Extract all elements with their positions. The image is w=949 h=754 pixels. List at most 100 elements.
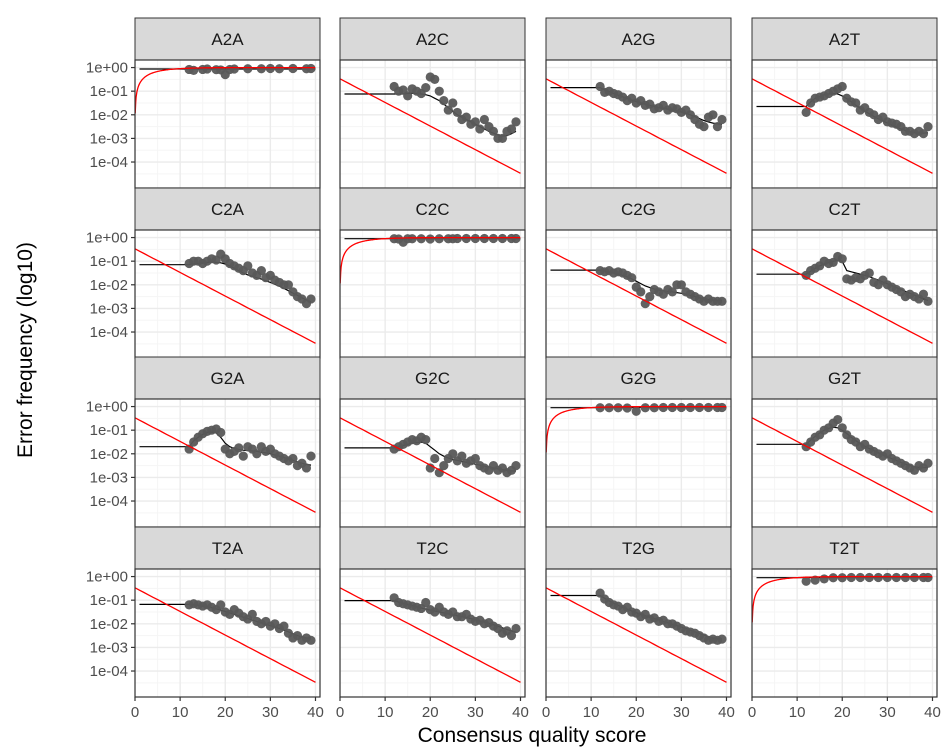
x-tick-label: 40 <box>924 704 941 721</box>
data-point <box>403 91 413 101</box>
data-point <box>247 609 257 619</box>
gridlines <box>546 569 731 697</box>
plot-background <box>752 60 937 188</box>
plot-layers <box>135 248 316 344</box>
facet-panel-a2g: A2G <box>545 17 732 189</box>
y-tick-label: 1e-01 <box>90 253 128 270</box>
data-point <box>622 403 632 413</box>
facet-strip-label: T2C <box>416 539 448 558</box>
y-tick-label: 1e-01 <box>90 592 128 609</box>
nominal-q-line <box>340 78 521 174</box>
data-point <box>448 449 458 459</box>
x-tick-label: 30 <box>467 704 484 721</box>
data-point <box>421 435 431 445</box>
x-tick-label: 0 <box>336 704 344 721</box>
y-tick-label: 1e-01 <box>90 422 128 439</box>
plot-layers <box>752 414 933 513</box>
x-tick-label: 10 <box>377 704 394 721</box>
data-point <box>882 572 892 583</box>
data-point <box>694 402 705 413</box>
nominal-q-line <box>752 575 933 623</box>
facet-panels: A2A A2C A2G A2T C2A C2C C2G C2T G2A G2C G2G G2T T2A T… <box>134 17 938 698</box>
observed-points <box>184 249 316 309</box>
data-point <box>837 423 847 433</box>
plot-layers <box>546 78 727 174</box>
data-point <box>234 443 244 453</box>
panel-border <box>545 568 732 698</box>
data-point <box>837 81 847 92</box>
data-point <box>252 449 262 459</box>
data-point <box>288 63 298 74</box>
x-axis-title: Consensus quality score <box>418 724 647 747</box>
data-point <box>636 287 646 297</box>
facet-panel-c2g: C2G <box>545 187 732 359</box>
data-point <box>604 403 614 413</box>
data-point <box>717 296 727 306</box>
observed-points <box>801 414 933 475</box>
facet-strip <box>545 526 732 570</box>
data-point <box>488 126 499 136</box>
data-point <box>202 64 212 74</box>
data-point <box>301 463 312 473</box>
data-point <box>918 289 929 299</box>
facet-panel-c2a: C2A <box>134 187 321 359</box>
data-point <box>511 460 521 471</box>
facet-strip <box>545 17 732 61</box>
facet-strip-label: T2A <box>212 539 244 558</box>
y-tick-label: 1e-03 <box>90 469 128 486</box>
observed-points <box>184 424 316 473</box>
data-point <box>425 234 435 244</box>
facet-strip <box>134 187 321 231</box>
data-point <box>891 572 901 583</box>
data-point <box>430 74 440 84</box>
facet-panel-t2c: T2C <box>339 526 526 698</box>
data-point <box>627 273 637 283</box>
observed-points <box>389 72 521 144</box>
x-tick-label: 20 <box>834 704 851 721</box>
data-point <box>470 233 480 244</box>
plot-layers <box>340 587 521 683</box>
y-tick-label: 1e-04 <box>90 154 128 171</box>
gridlines <box>135 60 320 188</box>
nominal-q-line <box>135 248 316 344</box>
gridlines <box>340 60 525 188</box>
observed-points <box>595 81 727 132</box>
nominal-q-line <box>340 236 521 284</box>
plot-layers <box>135 587 316 683</box>
data-point <box>243 261 253 271</box>
x-tick-label: 30 <box>673 704 690 721</box>
data-point <box>712 121 723 132</box>
facet-panel-g2a: G2A <box>134 356 321 528</box>
data-point <box>708 110 718 120</box>
data-point <box>256 64 266 74</box>
data-point <box>703 402 714 413</box>
plot-layers <box>546 402 727 453</box>
data-point <box>864 268 874 278</box>
data-point <box>640 403 650 413</box>
data-point <box>855 572 865 583</box>
gridlines <box>752 399 937 527</box>
data-point <box>833 414 843 425</box>
data-point <box>676 280 686 290</box>
facet-strip <box>751 187 938 231</box>
plot-background <box>340 230 525 358</box>
data-point <box>461 233 471 244</box>
data-point <box>256 266 266 276</box>
data-point <box>434 86 444 96</box>
plot-background <box>135 60 320 188</box>
facet-panel-g2c: G2C <box>339 356 526 528</box>
facet-strip-label: C2C <box>415 200 449 219</box>
y-tick-label: 1e-01 <box>90 83 128 100</box>
x-tick-label: 10 <box>172 704 189 721</box>
data-point <box>613 403 623 413</box>
data-point <box>306 451 316 461</box>
panel-border <box>339 568 526 698</box>
data-point <box>457 451 467 461</box>
data-point <box>306 635 316 645</box>
observed-points <box>389 593 521 641</box>
x-tick-label: 20 <box>217 704 234 721</box>
y-tick-label: 1e-02 <box>90 446 128 463</box>
data-point <box>506 124 517 134</box>
data-point <box>649 403 659 413</box>
